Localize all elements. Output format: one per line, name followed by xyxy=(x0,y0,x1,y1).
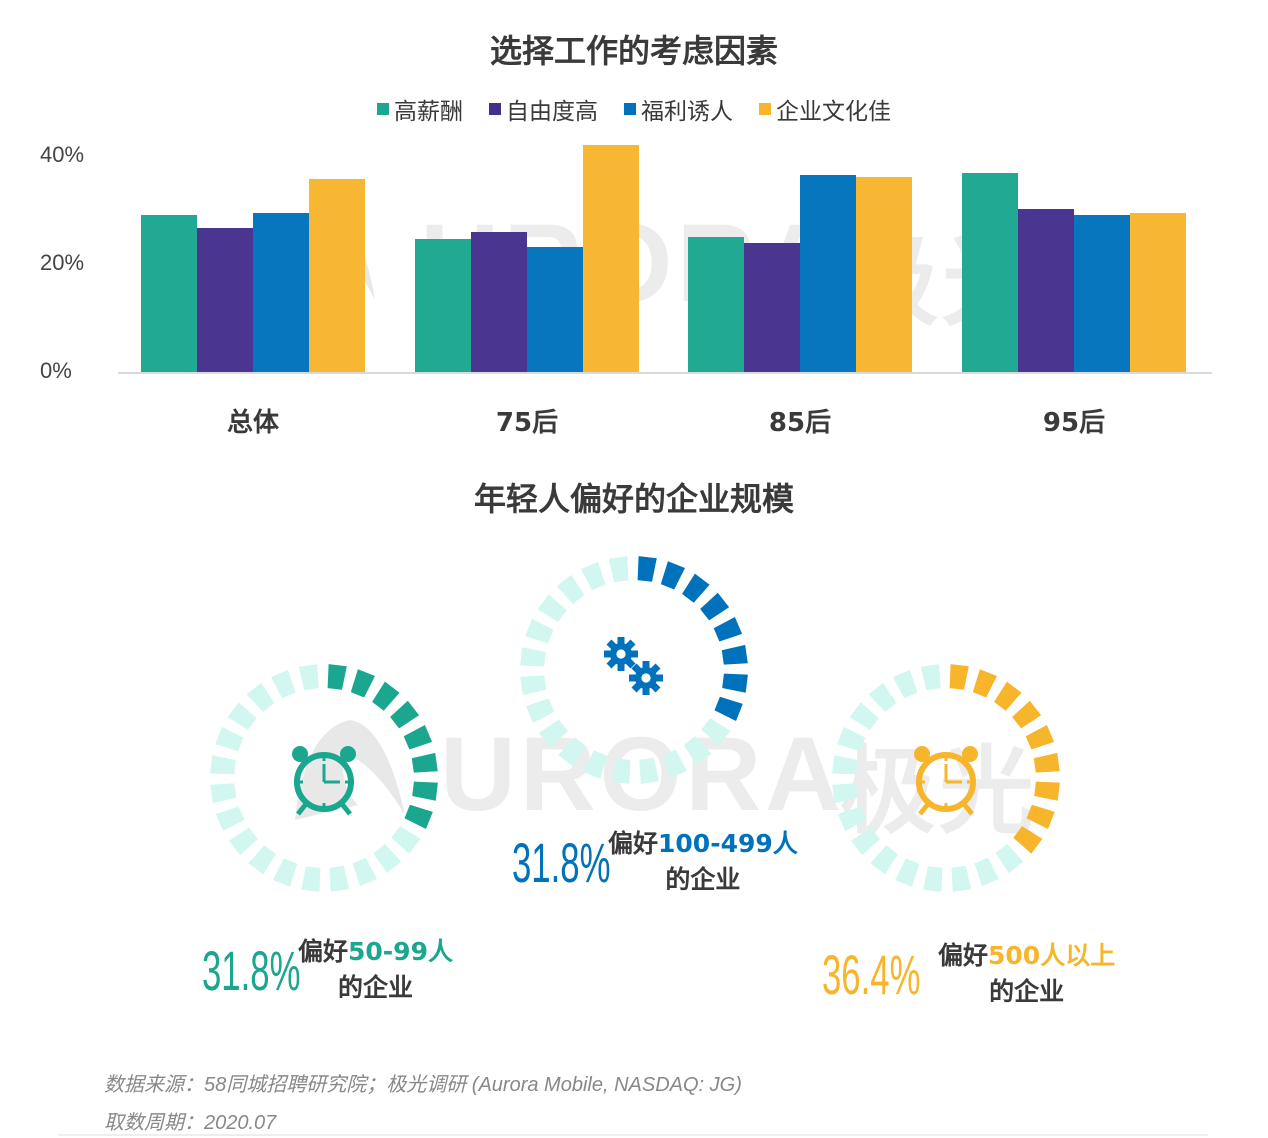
legend-swatch xyxy=(624,103,636,115)
progress-ring-500-plus xyxy=(830,662,1062,898)
x-tick-label: 75后 xyxy=(495,408,559,438)
bar xyxy=(688,237,744,372)
stat-prefix: 偏好 xyxy=(298,937,349,966)
bar xyxy=(309,179,365,372)
stat-value: 36.4% xyxy=(822,942,921,1006)
stat-suffix: 的企业 xyxy=(665,865,741,894)
legend-label: 福利诱人 xyxy=(641,99,733,125)
bar xyxy=(1074,214,1130,372)
chart-legend: 高薪酬 自由度高 福利诱人 企业文化佳 xyxy=(0,92,1268,126)
bar-group xyxy=(415,120,639,372)
alarm-clock-icon xyxy=(292,746,356,816)
legend-swatch xyxy=(759,103,771,115)
stat-highlight: 50-99人 xyxy=(348,937,453,966)
bar xyxy=(1018,208,1074,372)
bar xyxy=(856,177,912,372)
gears-icon xyxy=(604,637,663,695)
bar-plot xyxy=(118,120,1212,372)
bar xyxy=(415,239,471,372)
data-period: 取数周期：2020.07 xyxy=(104,1112,277,1134)
legend-item: 福利诱人 xyxy=(624,92,733,126)
y-tick: 40% xyxy=(40,142,85,167)
data-source: 数据来源：58同城招聘研究院；极光调研 (Aurora Mobile, NASD… xyxy=(104,1074,742,1096)
bar xyxy=(962,172,1018,372)
bar-group xyxy=(688,120,912,372)
bar xyxy=(527,247,583,372)
stat-500-plus: 36.4% 偏好500人以上 的企业 xyxy=(822,938,1115,1010)
legend-label: 自由度高 xyxy=(506,99,598,125)
stat-label: 偏好100-499人 的企业 xyxy=(608,826,798,898)
stat-highlight: 100-499人 xyxy=(658,829,798,858)
chart2-title: 年轻人偏好的企业规模 xyxy=(473,480,794,518)
chart-title: 选择工作的考虑因素 xyxy=(489,32,778,70)
divider xyxy=(58,1134,1208,1136)
bar xyxy=(141,214,197,372)
legend-label: 高薪酬 xyxy=(394,99,463,125)
progress-ring-50-99 xyxy=(208,662,440,898)
stat-100-499: 31.8% 偏好100-499人 的企业 xyxy=(512,826,798,898)
bar-group xyxy=(962,120,1186,372)
legend-swatch xyxy=(377,103,389,115)
stat-value: 31.8% xyxy=(202,938,301,1002)
legend-item: 高薪酬 xyxy=(377,92,463,126)
bar xyxy=(253,213,309,372)
x-tick-label: 95后 xyxy=(1042,408,1106,438)
x-tick-label: 85后 xyxy=(768,408,832,438)
stat-label: 偏好500人以上 的企业 xyxy=(938,938,1115,1010)
stat-suffix: 的企业 xyxy=(989,977,1065,1006)
bar xyxy=(1130,213,1186,372)
stat-50-99: 31.8% 偏好50-99人 的企业 xyxy=(202,934,453,1006)
legend-swatch xyxy=(489,103,501,115)
legend-label: 企业文化佳 xyxy=(776,99,891,125)
y-tick: 20% xyxy=(40,250,85,275)
legend-item: 企业文化佳 xyxy=(759,92,891,126)
bar-group xyxy=(141,120,365,372)
bar xyxy=(471,232,527,372)
stat-prefix: 偏好 xyxy=(608,829,659,858)
stat-highlight: 500人以上 xyxy=(988,941,1116,970)
bar xyxy=(744,242,800,372)
bar xyxy=(800,174,856,372)
y-tick: 0% xyxy=(40,358,72,383)
stat-suffix: 的企业 xyxy=(337,973,413,1002)
legend-item: 自由度高 xyxy=(489,92,598,126)
bar xyxy=(197,227,253,372)
stat-label: 偏好50-99人 的企业 xyxy=(298,934,453,1006)
x-tick-label: 总体 xyxy=(226,408,279,438)
bar xyxy=(583,145,639,372)
x-axis xyxy=(118,372,1212,374)
stat-value: 31.8% xyxy=(512,830,611,894)
progress-ring-100-499 xyxy=(518,554,750,790)
alarm-clock-icon xyxy=(914,746,978,816)
stat-prefix: 偏好 xyxy=(938,941,989,970)
